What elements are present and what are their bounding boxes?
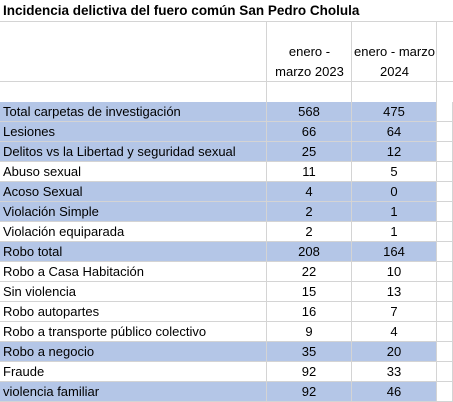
cell-value: 2	[267, 202, 352, 222]
row-label: violencia familiar	[0, 382, 267, 402]
cell-value: 46	[352, 382, 437, 402]
row-label: Robo a transporte público colectivo	[0, 322, 267, 342]
cell-value: 25	[267, 142, 352, 162]
grid-line	[0, 81, 453, 82]
empty-cell	[437, 262, 453, 282]
cell-value: 10	[352, 262, 437, 282]
row-label: Robo autopartes	[0, 302, 267, 322]
grid-line	[351, 22, 352, 102]
row-label: Robo a Casa Habitación	[0, 262, 267, 282]
row-label: Robo total	[0, 242, 267, 262]
cell-value: 4	[267, 182, 352, 202]
empty-cell	[437, 302, 453, 322]
cell-value: 12	[352, 142, 437, 162]
cell-value: 1	[352, 222, 437, 242]
column-header: marzo 2023	[275, 64, 344, 79]
cell-value: 4	[352, 322, 437, 342]
row-label: Sin violencia	[0, 282, 267, 302]
empty-cell	[437, 242, 453, 262]
cell-value: 1	[352, 202, 437, 222]
empty-cell	[437, 102, 453, 122]
row-label: Lesiones	[0, 122, 267, 142]
column-header: enero - marzo	[354, 44, 435, 59]
cell-value: 208	[267, 242, 352, 262]
row-label: Violación equiparada	[0, 222, 267, 242]
cell-value: 9	[267, 322, 352, 342]
empty-cell	[437, 342, 453, 362]
cell-value: 33	[352, 362, 437, 382]
grid-line	[436, 22, 437, 102]
cell-value: 16	[267, 302, 352, 322]
cell-value: 92	[267, 362, 352, 382]
empty-cell	[437, 122, 453, 142]
column-header: 2024	[380, 64, 409, 79]
row-label: Fraude	[0, 362, 267, 382]
empty-cell	[437, 142, 453, 162]
cell-value: 92	[267, 382, 352, 402]
cell-value: 0	[352, 182, 437, 202]
title: Incidencia delictiva del fuero común San…	[3, 3, 360, 18]
grid-line	[266, 22, 267, 102]
column-header: enero -	[288, 44, 331, 59]
grid-line	[0, 21, 453, 22]
empty-cell	[437, 362, 453, 382]
empty-cell	[437, 222, 453, 242]
cell-value: 13	[352, 282, 437, 302]
row-label: Total carpetas de investigación	[0, 102, 267, 122]
empty-cell	[437, 202, 453, 222]
empty-cell	[437, 322, 453, 342]
row-label: Violación Simple	[0, 202, 267, 222]
cell-value: 5	[352, 162, 437, 182]
empty-cell	[437, 162, 453, 182]
cell-value: 568	[267, 102, 352, 122]
cell-value: 20	[352, 342, 437, 362]
cell-value: 35	[267, 342, 352, 362]
row-label: Delitos vs la Libertad y seguridad sexua…	[0, 142, 267, 162]
cell-value: 164	[352, 242, 437, 262]
cell-value: 15	[267, 282, 352, 302]
cell-value: 7	[352, 302, 437, 322]
cell-value: 2	[267, 222, 352, 242]
empty-cell	[437, 182, 453, 202]
cell-value: 22	[267, 262, 352, 282]
empty-cell	[437, 282, 453, 302]
row-label: Acoso Sexual	[0, 182, 267, 202]
row-label: Robo a negocio	[0, 342, 267, 362]
cell-value: 11	[267, 162, 352, 182]
cell-value: 66	[267, 122, 352, 142]
cell-value: 475	[352, 102, 437, 122]
row-label: Abuso sexual	[0, 162, 267, 182]
empty-cell	[437, 382, 453, 402]
cell-value: 64	[352, 122, 437, 142]
